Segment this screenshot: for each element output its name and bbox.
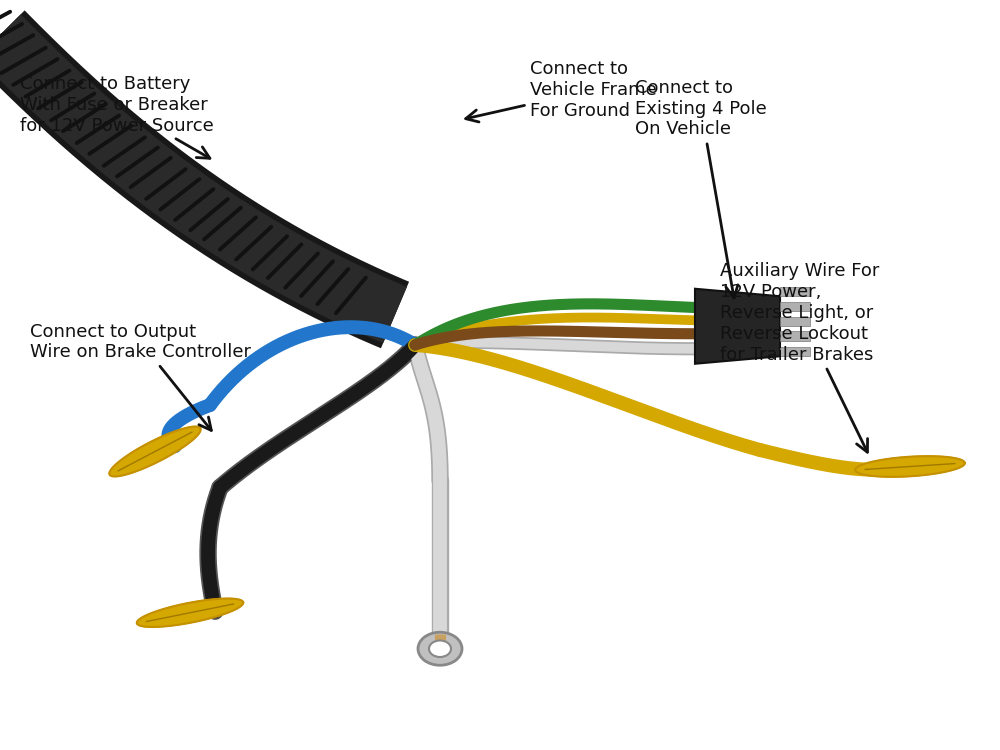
Bar	[780, 316, 810, 326]
Polygon shape	[695, 289, 780, 364]
Circle shape	[418, 632, 462, 665]
Bar	[780, 332, 810, 341]
Text: Connect to Output
Wire on Brake Controller: Connect to Output Wire on Brake Controll…	[30, 322, 251, 430]
Text: Auxiliary Wire For
12V Power,
Reverse Light, or
Reverse Lockout
for Trailer Brak: Auxiliary Wire For 12V Power, Reverse Li…	[720, 262, 879, 452]
Polygon shape	[109, 427, 201, 476]
Text: Connect to
Vehicle Frame
For Ground: Connect to Vehicle Frame For Ground	[466, 60, 657, 122]
Bar	[780, 286, 810, 296]
Circle shape	[429, 640, 451, 657]
Text: Connect to
Existing 4 Pole
On Vehicle: Connect to Existing 4 Pole On Vehicle	[635, 79, 767, 298]
Bar	[780, 346, 810, 356]
Bar	[780, 302, 810, 311]
Polygon shape	[137, 598, 243, 627]
Polygon shape	[855, 456, 965, 477]
Text: Connect to Battery
With Fuse or Breaker
for 12V Power Source: Connect to Battery With Fuse or Breaker …	[20, 75, 214, 158]
